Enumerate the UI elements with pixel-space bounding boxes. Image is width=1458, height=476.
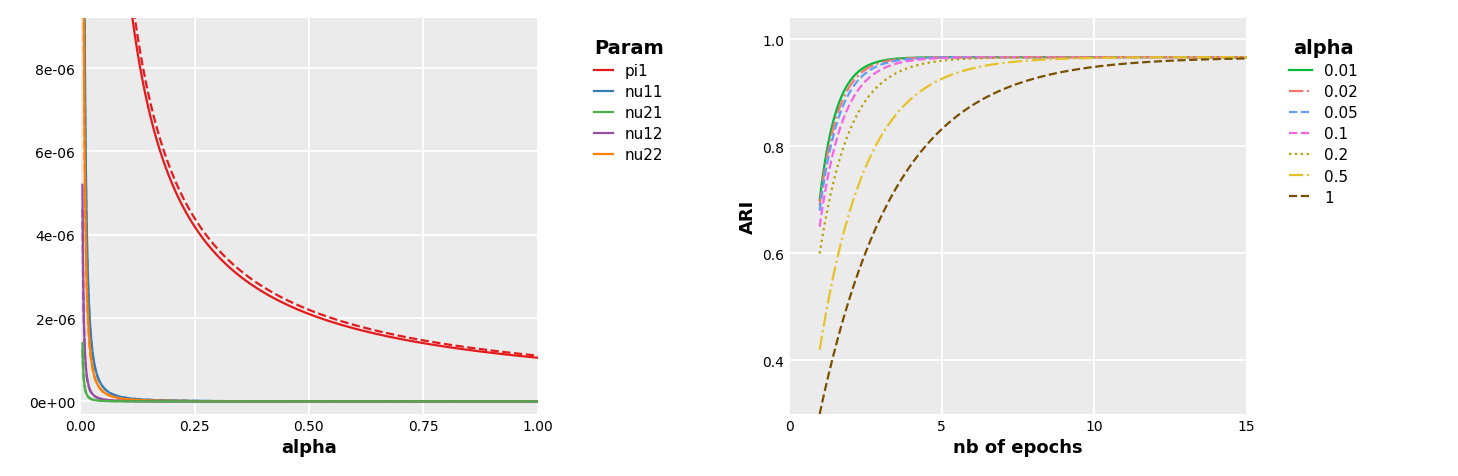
- X-axis label: nb of epochs: nb of epochs: [954, 438, 1083, 456]
- Y-axis label: ARI: ARI: [739, 199, 757, 234]
- Legend: 0.01, 0.02, 0.05, 0.1, 0.2, 0.5, 1: 0.01, 0.02, 0.05, 0.1, 0.2, 0.5, 1: [1277, 27, 1371, 218]
- Legend: pi1, nu11, nu21, nu12, nu22: pi1, nu11, nu21, nu12, nu22: [582, 27, 677, 175]
- X-axis label: alpha: alpha: [281, 438, 337, 456]
